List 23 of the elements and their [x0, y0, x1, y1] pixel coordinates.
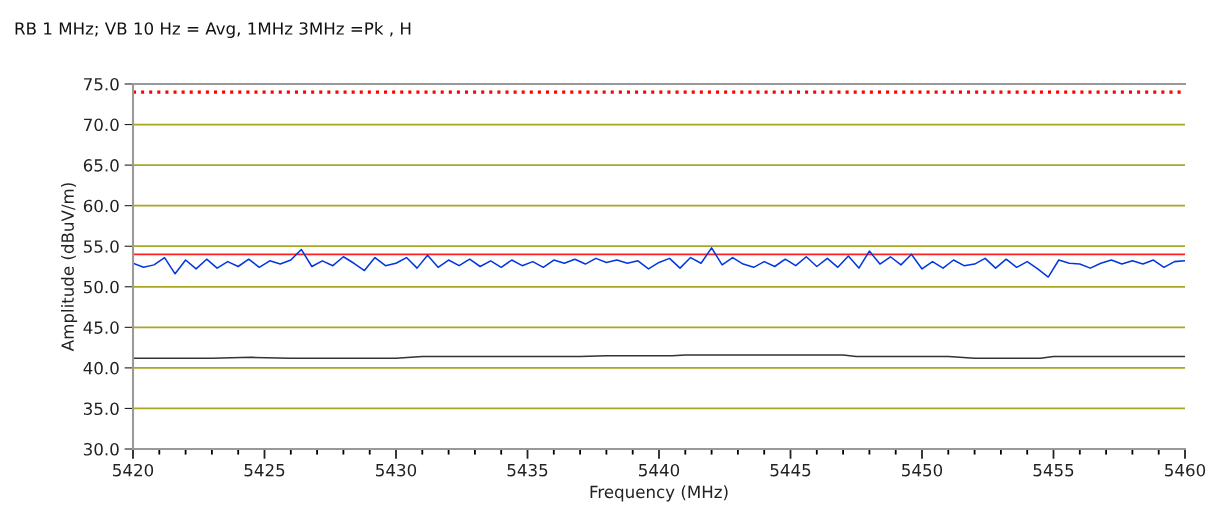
- y-tick-label: 75.0: [84, 77, 119, 91]
- y-tick-label: 30.0: [83, 442, 119, 456]
- y-tick-label: 65.0: [83, 159, 119, 172]
- x-tick-label: 5430: [376, 463, 417, 477]
- x-tick-label: 5460: [1165, 463, 1206, 477]
- x-tick-label: 5450: [902, 463, 943, 477]
- y-tick-label: 45.0: [83, 321, 119, 334]
- x-tick-label: 5440: [639, 463, 680, 477]
- x-tick-label: 5435: [507, 463, 548, 477]
- y-tick-label: 35.0: [83, 402, 119, 416]
- line-series: [133, 247, 1185, 278]
- x-tick-label: 5455: [1033, 464, 1074, 477]
- x-tick-label: 5425: [244, 463, 285, 477]
- chart-title: RB 1 MHz; VB 10 Hz = Avg, 1MHz 3MHz =Pk , H: [15, 21, 411, 39]
- y-tick-label: 50.0: [83, 280, 119, 294]
- y-tick-label: 40.0: [83, 361, 119, 375]
- y-tick-label: 55.0: [83, 240, 119, 253]
- y-tick-label: 60.0: [83, 199, 119, 213]
- y-tick-label: 70.0: [84, 118, 119, 132]
- x-tick-label: 5420: [113, 463, 154, 477]
- y-axis-title: Amplitude (dBuV/m): [61, 183, 78, 352]
- x-axis-title: Frequency (MHz): [590, 485, 728, 502]
- x-tick-label: 5445: [770, 464, 811, 477]
